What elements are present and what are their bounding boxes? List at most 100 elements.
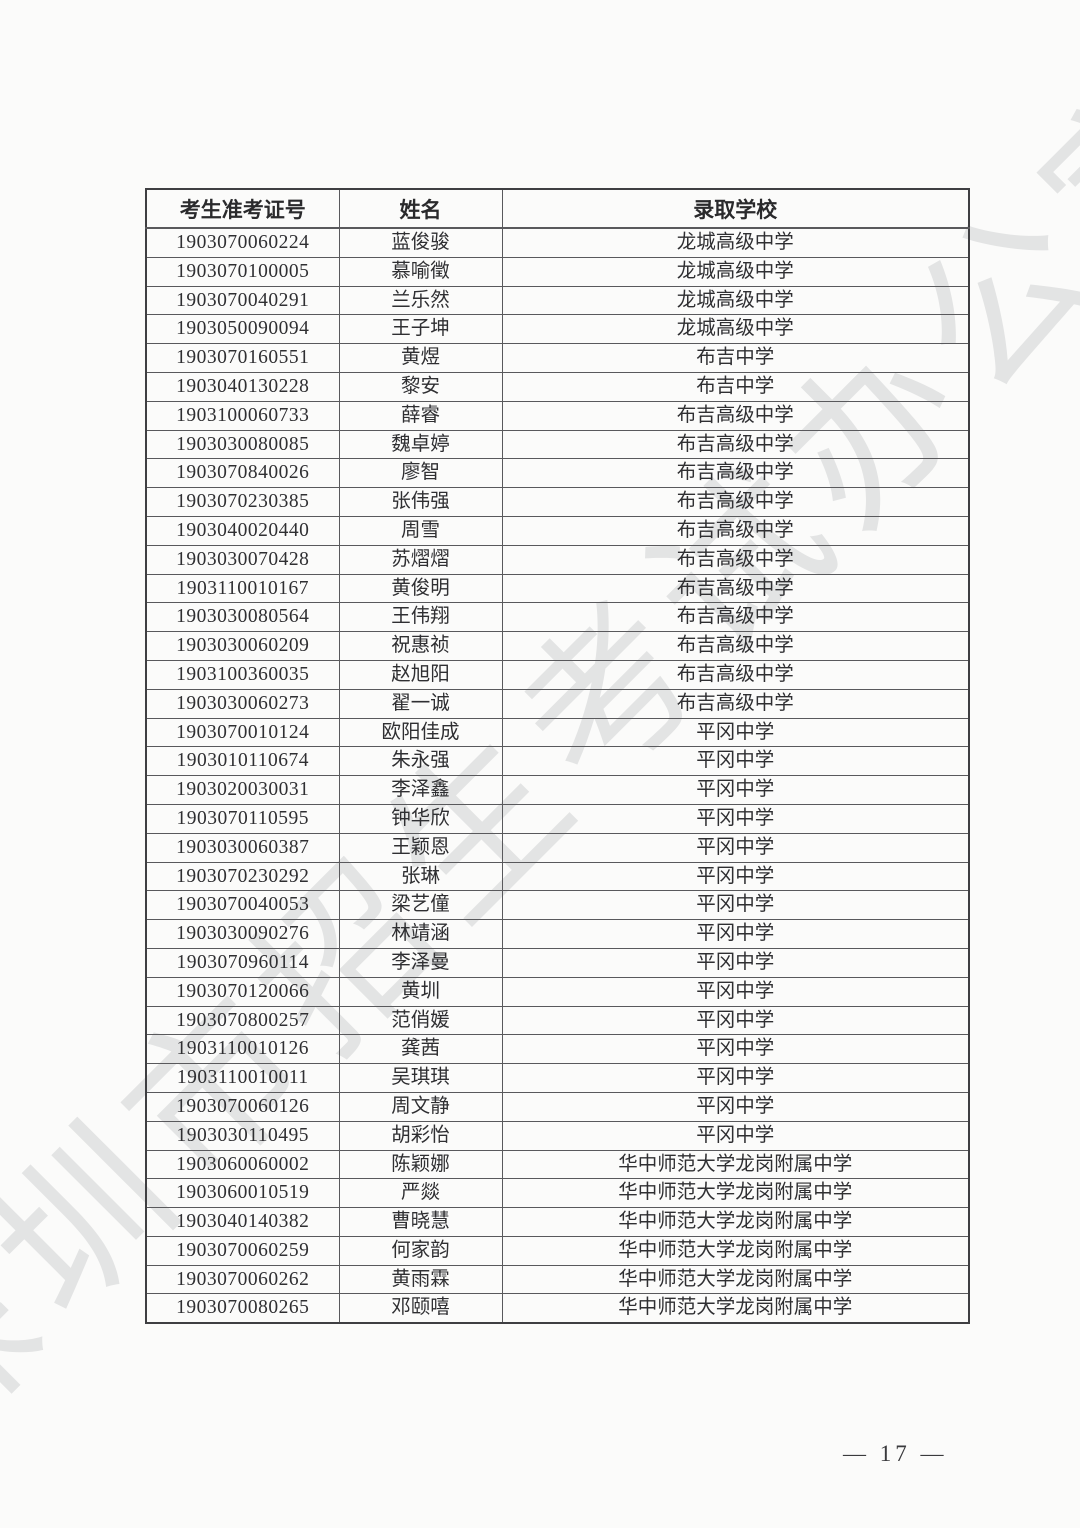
table-body: 1903070060224 蓝俊骏 龙城高级中学 1903070100005 慕喻徵 龙城… [145, 227, 970, 1324]
name-cell: 王伟翔 [338, 602, 503, 633]
school-cell: 平冈中学 [501, 746, 970, 777]
name-cell: 慕喻徵 [338, 256, 503, 287]
candidate-id-cell: 1903030080085 [145, 429, 340, 460]
table-row: 1903070100005 慕喻徵 龙城高级中学 [145, 256, 970, 287]
candidate-id-cell: 1903070080265 [145, 1293, 340, 1324]
table-row: 1903070060262 黄雨霖 华中师范大学龙岗附属中学 [145, 1264, 970, 1295]
candidate-id-cell: 1903060060002 [145, 1149, 340, 1180]
name-cell: 何家韵 [338, 1235, 503, 1266]
name-cell: 林靖涵 [338, 919, 503, 949]
header-candidate-id: 考生准考证号 [145, 188, 340, 229]
school-cell: 平冈中学 [501, 832, 970, 863]
table-row: 1903070080265 邓颐嘻 华中师范大学龙岗附属中学 [145, 1293, 970, 1324]
school-cell: 布吉高级中学 [501, 688, 970, 719]
table-row: 1903040140382 曹晓慧 华中师范大学龙岗附属中学 [145, 1207, 970, 1237]
candidate-id-cell: 1903040130228 [145, 371, 340, 402]
table-row: 1903070060259 何家韵 华中师范大学龙岗附属中学 [145, 1235, 970, 1266]
candidate-id-cell: 1903070040053 [145, 890, 340, 921]
candidate-id-cell: 1903070960114 [145, 947, 340, 978]
header-name: 姓名 [338, 188, 503, 229]
candidate-id-cell: 1903070040291 [145, 285, 340, 316]
school-cell: 平冈中学 [501, 803, 970, 834]
school-cell: 平冈中学 [501, 1063, 970, 1093]
table-row: 1903070960114 李泽曼 平冈中学 [145, 947, 970, 978]
candidate-id-cell: 1903040140382 [145, 1207, 340, 1237]
school-cell: 布吉高级中学 [501, 544, 970, 575]
table-row: 1903070040291 兰乐然 龙城高级中学 [145, 285, 970, 316]
candidate-id-cell: 1903070100005 [145, 256, 340, 287]
school-cell: 平冈中学 [501, 890, 970, 921]
school-cell: 华中师范大学龙岗附属中学 [501, 1293, 970, 1324]
table-header-row: 考生准考证号 姓名 录取学校 [145, 188, 970, 229]
table-row: 1903050090094 王子坤 龙城高级中学 [145, 314, 970, 345]
candidate-id-cell: 1903070800257 [145, 1005, 340, 1036]
table-row: 1903070040053 梁艺僮 平冈中学 [145, 890, 970, 921]
candidate-id-cell: 1903030090276 [145, 919, 340, 949]
table-row: 1903110010167 黄俊明 布吉高级中学 [145, 573, 970, 604]
candidate-id-cell: 1903070060259 [145, 1235, 340, 1266]
school-cell: 布吉中学 [501, 371, 970, 402]
name-cell: 黄圳 [338, 976, 503, 1007]
table-row: 1903030070428 苏熠熠 布吉高级中学 [145, 544, 970, 575]
candidate-id-cell: 1903040020440 [145, 515, 340, 546]
table-row: 1903030060273 翟一诚 布吉高级中学 [145, 688, 970, 719]
candidate-id-cell: 1903070160551 [145, 343, 340, 373]
name-cell: 薛睿 [338, 400, 503, 431]
name-cell: 王子坤 [338, 314, 503, 345]
school-cell: 平冈中学 [501, 919, 970, 949]
table-row: 1903070120066 黄圳 平冈中学 [145, 976, 970, 1007]
school-cell: 布吉中学 [501, 343, 970, 373]
table-row: 1903020030031 李泽鑫 平冈中学 [145, 775, 970, 805]
admission-table: 考生准考证号 姓名 录取学校 1903070060224 蓝俊骏 龙城高级中学 190… [145, 188, 970, 1325]
candidate-id-cell: 1903020030031 [145, 775, 340, 805]
candidate-id-cell: 1903070230385 [145, 487, 340, 517]
school-cell: 华中师范大学龙岗附属中学 [501, 1235, 970, 1266]
table-row: 1903100060733 薛睿 布吉高级中学 [145, 400, 970, 431]
name-cell: 龚茜 [338, 1034, 503, 1065]
table-row: 1903070800257 范俏媛 平冈中学 [145, 1005, 970, 1036]
table-row: 1903030080564 王伟翔 布吉高级中学 [145, 602, 970, 633]
table-row: 1903030080085 魏卓婷 布吉高级中学 [145, 429, 970, 460]
table-row: 1903040020440 周雪 布吉高级中学 [145, 515, 970, 546]
name-cell: 梁艺僮 [338, 890, 503, 921]
candidate-id-cell: 1903060010519 [145, 1178, 340, 1209]
name-cell: 廖智 [338, 458, 503, 489]
candidate-id-cell: 1903070840026 [145, 458, 340, 489]
school-cell: 布吉高级中学 [501, 659, 970, 690]
name-cell: 祝惠祯 [338, 631, 503, 661]
name-cell: 欧阳佳成 [338, 717, 503, 748]
school-cell: 布吉高级中学 [501, 573, 970, 604]
school-cell: 平冈中学 [501, 1034, 970, 1065]
name-cell: 李泽鑫 [338, 775, 503, 805]
school-cell: 龙城高级中学 [501, 256, 970, 287]
name-cell: 黄煜 [338, 343, 503, 373]
school-cell: 布吉高级中学 [501, 602, 970, 633]
candidate-id-cell: 1903050090094 [145, 314, 340, 345]
name-cell: 陈颖娜 [338, 1149, 503, 1180]
table-row: 1903110010126 龚茜 平冈中学 [145, 1034, 970, 1065]
table-row: 1903070060126 周文静 平冈中学 [145, 1091, 970, 1122]
school-cell: 平冈中学 [501, 1091, 970, 1122]
name-cell: 范俏媛 [338, 1005, 503, 1036]
table-row: 1903070060224 蓝俊骏 龙城高级中学 [145, 227, 970, 258]
candidate-id-cell: 1903070060126 [145, 1091, 340, 1122]
school-cell: 华中师范大学龙岗附属中学 [501, 1207, 970, 1237]
name-cell: 黄雨霖 [338, 1264, 503, 1295]
school-cell: 平冈中学 [501, 775, 970, 805]
name-cell: 周雪 [338, 515, 503, 546]
table-row: 1903070160551 黄煜 布吉中学 [145, 343, 970, 373]
name-cell: 李泽曼 [338, 947, 503, 978]
school-cell: 平冈中学 [501, 1120, 970, 1151]
table-row: 1903030060387 王颖恩 平冈中学 [145, 832, 970, 863]
table-row: 1903030090276 林靖涵 平冈中学 [145, 919, 970, 949]
candidate-id-cell: 1903030080564 [145, 602, 340, 633]
table-row: 1903070230385 张伟强 布吉高级中学 [145, 487, 970, 517]
candidate-id-cell: 1903100360035 [145, 659, 340, 690]
candidate-id-cell: 1903030070428 [145, 544, 340, 575]
table-row: 1903060010519 严燚 华中师范大学龙岗附属中学 [145, 1178, 970, 1209]
school-cell: 华中师范大学龙岗附属中学 [501, 1149, 970, 1180]
name-cell: 赵旭阳 [338, 659, 503, 690]
table-row: 1903030110495 胡彩怡 平冈中学 [145, 1120, 970, 1151]
page-number: — 17 — [843, 1441, 948, 1466]
name-cell: 周文静 [338, 1091, 503, 1122]
